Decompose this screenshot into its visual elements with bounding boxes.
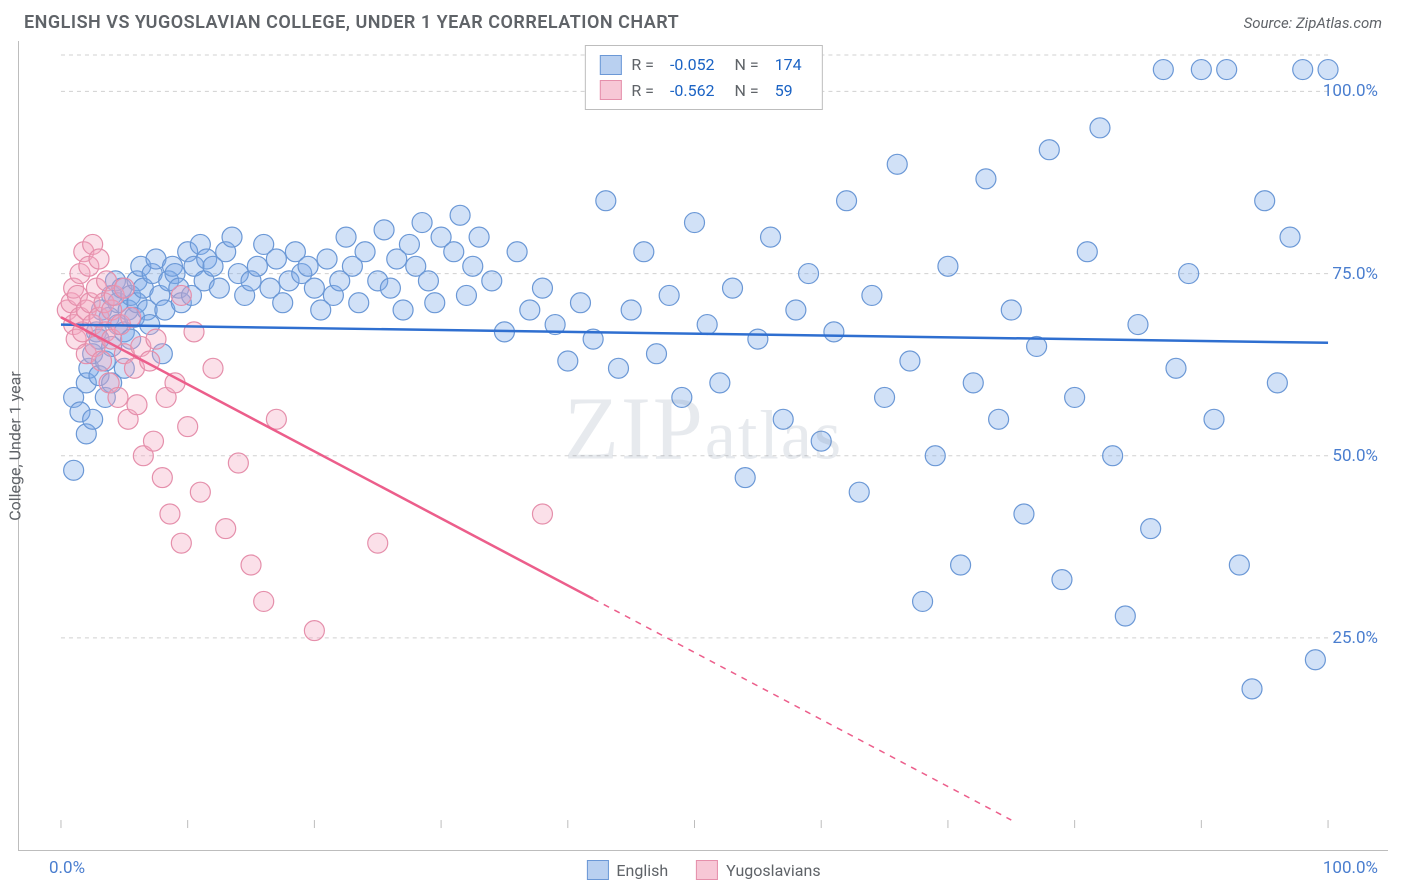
x-max-label: 100.0% xyxy=(1323,858,1378,878)
chart-container: ENGLISH VS YUGOSLAVIAN COLLEGE, UNDER 1 … xyxy=(0,0,1406,892)
stats-legend: R =-0.052 N =174R =-0.562 N =59 xyxy=(584,45,822,110)
y-tick-label: 100.0% xyxy=(1323,81,1378,101)
chart-title: ENGLISH VS YUGOSLAVIAN COLLEGE, UNDER 1 … xyxy=(24,12,679,33)
x-min-label: 0.0% xyxy=(49,858,85,878)
series-legend-item: English xyxy=(586,860,668,880)
y-axis-title: College, Under 1 year xyxy=(6,371,25,521)
y-tick-label: 50.0% xyxy=(1332,446,1378,466)
series-legend-item: Yugoslavians xyxy=(696,860,820,880)
series-legend: English Yugoslavians xyxy=(586,860,820,880)
stats-legend-row: R =-0.562 N =59 xyxy=(599,78,807,104)
y-tick-label: 25.0% xyxy=(1332,628,1378,648)
chart-header: ENGLISH VS YUGOSLAVIAN COLLEGE, UNDER 1 … xyxy=(18,12,1388,41)
legend-swatch xyxy=(599,80,621,100)
legend-swatch xyxy=(696,860,718,880)
chart-source: Source: ZipAtlas.com xyxy=(1244,14,1382,32)
legend-swatch xyxy=(599,55,621,75)
plot-area: ZIPatlas College, Under 1 year 25.0%50.0… xyxy=(18,41,1388,851)
stats-legend-row: R =-0.052 N =174 xyxy=(599,52,807,78)
scatter-plot-svg xyxy=(19,41,1388,850)
legend-swatch xyxy=(586,860,608,880)
y-tick-label: 75.0% xyxy=(1332,264,1378,284)
